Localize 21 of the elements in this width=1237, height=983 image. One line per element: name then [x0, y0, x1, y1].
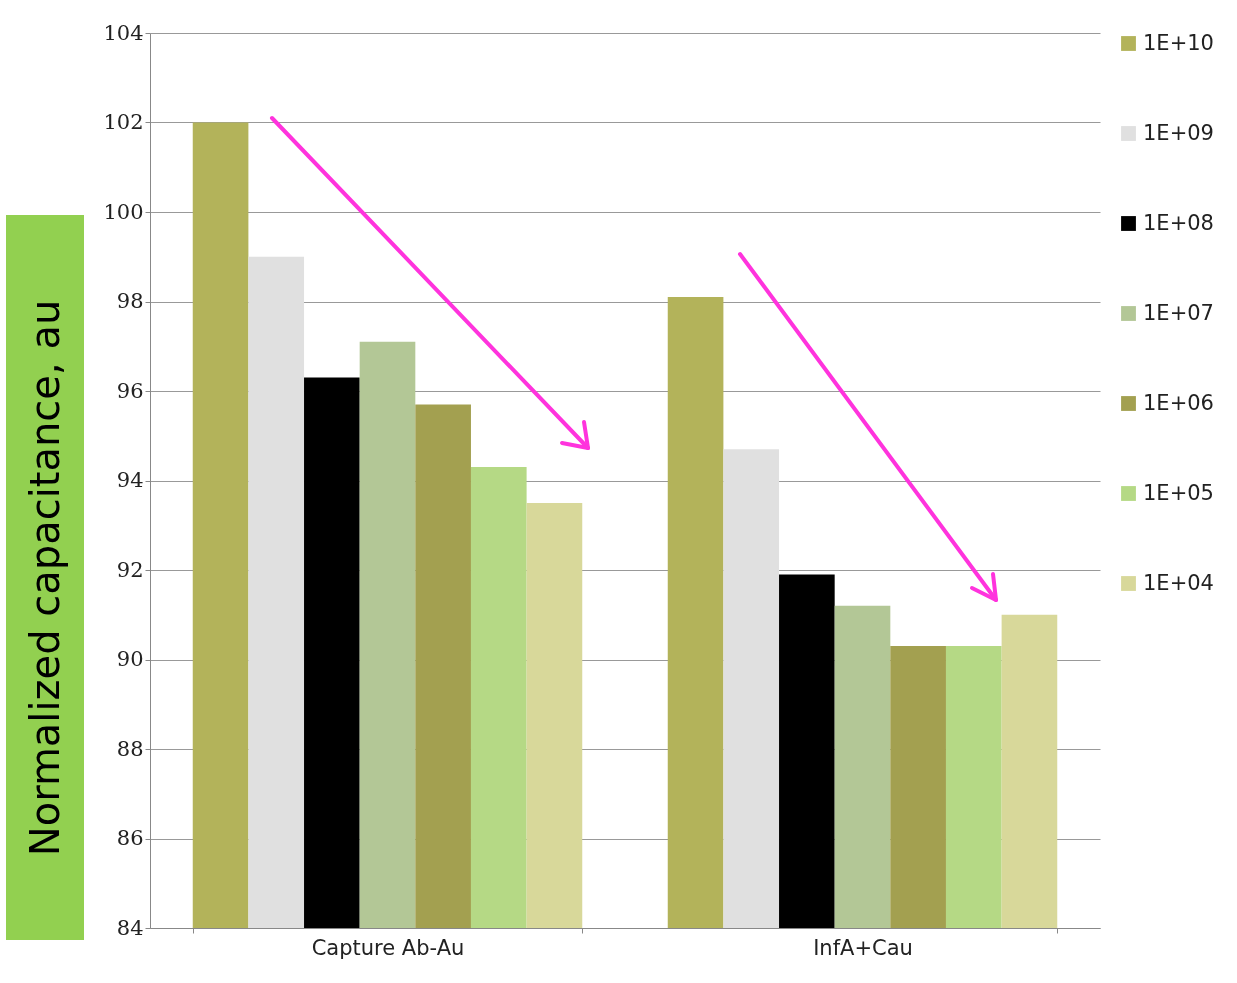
y-tick-label: 92 [116, 557, 144, 582]
x-tick-label: Capture Ab-Au [311, 935, 465, 960]
x-tick-label: InfA+Cau [813, 935, 913, 960]
legend-label: 1E+09 [1143, 120, 1214, 145]
legend-label: 1E+05 [1143, 480, 1214, 505]
legend-label: 1E+06 [1143, 390, 1214, 415]
y-tick-label: 88 [116, 736, 144, 761]
legend-label: 1E+07 [1143, 300, 1214, 325]
y-tick-label: 90 [116, 647, 144, 671]
y-tick-label: 96 [116, 378, 144, 403]
y-tick-label: 102 [103, 110, 144, 134]
y-tick-label: 100 [103, 199, 144, 224]
y-tick-label: 86 [116, 826, 144, 850]
y-tick-label: 84 [116, 915, 144, 940]
y-tick-label: 94 [116, 468, 144, 492]
y-axis-title: Normalized capacitance, au [22, 299, 68, 856]
legend-label: 1E+08 [1143, 210, 1214, 235]
legend-label: 1E+04 [1143, 570, 1214, 595]
legend-label: 1E+10 [1143, 30, 1214, 55]
y-tick-label: 98 [116, 289, 144, 313]
y-tick-label: 104 [103, 20, 144, 45]
